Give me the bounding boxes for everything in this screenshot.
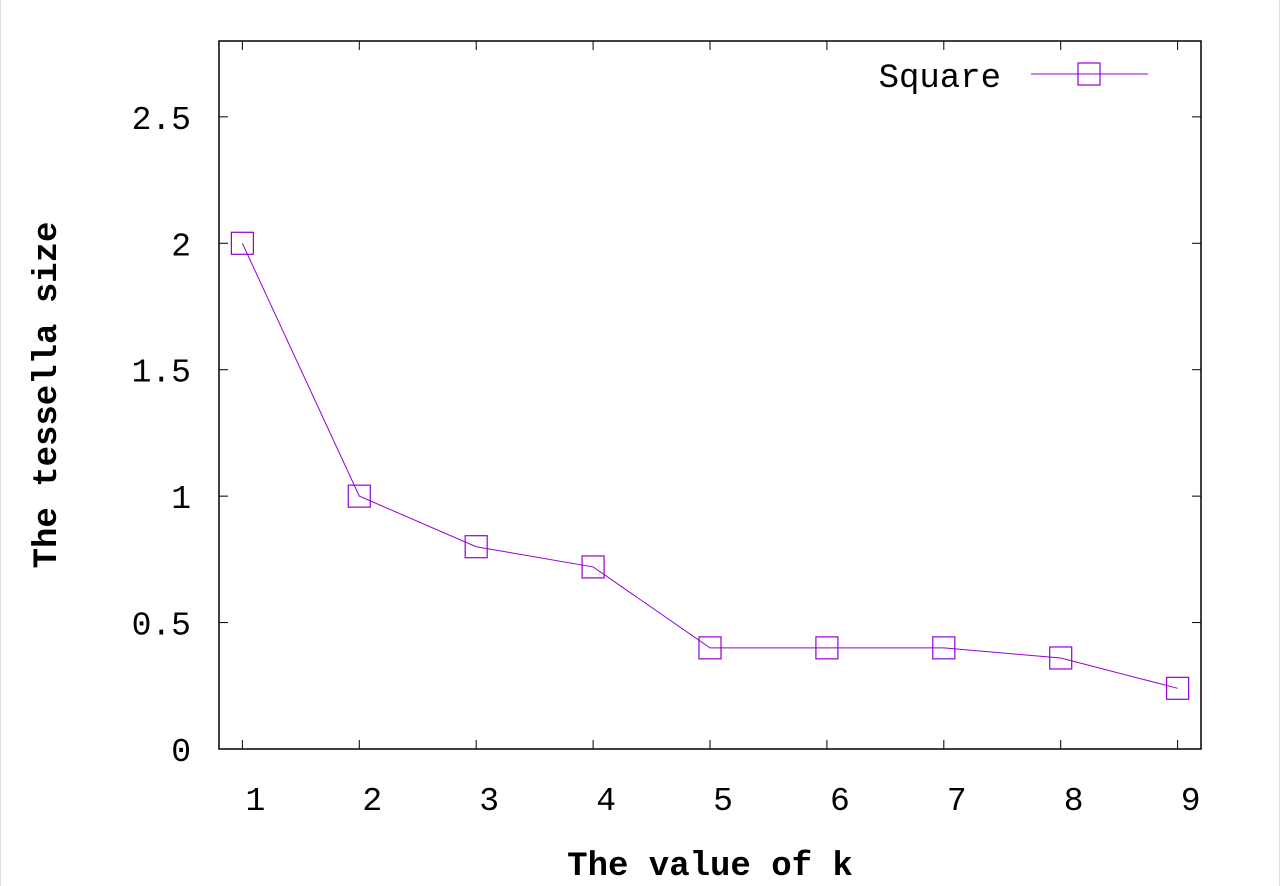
plot-frame: [218, 40, 1202, 750]
data-point-marker: [230, 231, 254, 255]
data-point-marker: [932, 636, 956, 660]
x-tick-label: 2: [362, 783, 382, 820]
x-tick-label: 7: [947, 783, 967, 820]
x-tick-label: 4: [596, 783, 616, 820]
series-line: [241, 243, 1178, 689]
legend-marker-square: [1077, 62, 1101, 86]
y-tick-label: 1.5: [132, 355, 191, 392]
x-tick-label: 9: [1181, 783, 1201, 820]
x-tick-label: 1: [245, 783, 265, 820]
data-point-marker: [698, 636, 722, 660]
data-point-marker: [347, 484, 371, 508]
data-point-marker: [815, 636, 839, 660]
data-point-marker: [1166, 676, 1190, 700]
x-axis-label: The value of k: [567, 848, 853, 886]
y-tick-label: 0: [171, 734, 191, 771]
data-point-marker: [1049, 646, 1073, 670]
y-tick-label: 1: [171, 481, 191, 518]
y-tick-label: 2: [171, 228, 191, 265]
x-tick-label: 6: [830, 783, 850, 820]
y-tick-label: 2.5: [132, 102, 191, 139]
x-tick-label: 8: [1064, 783, 1084, 820]
x-tick-label: 3: [479, 783, 499, 820]
x-tick-label: 5: [713, 783, 733, 820]
data-point-marker: [581, 555, 605, 579]
legend-label-square: Square: [879, 60, 1001, 98]
y-axis-label: The tessella size: [29, 222, 67, 569]
legend: Square: [879, 60, 1148, 98]
y-tick-label: 0.5: [132, 608, 191, 645]
data-point-marker: [464, 535, 488, 559]
